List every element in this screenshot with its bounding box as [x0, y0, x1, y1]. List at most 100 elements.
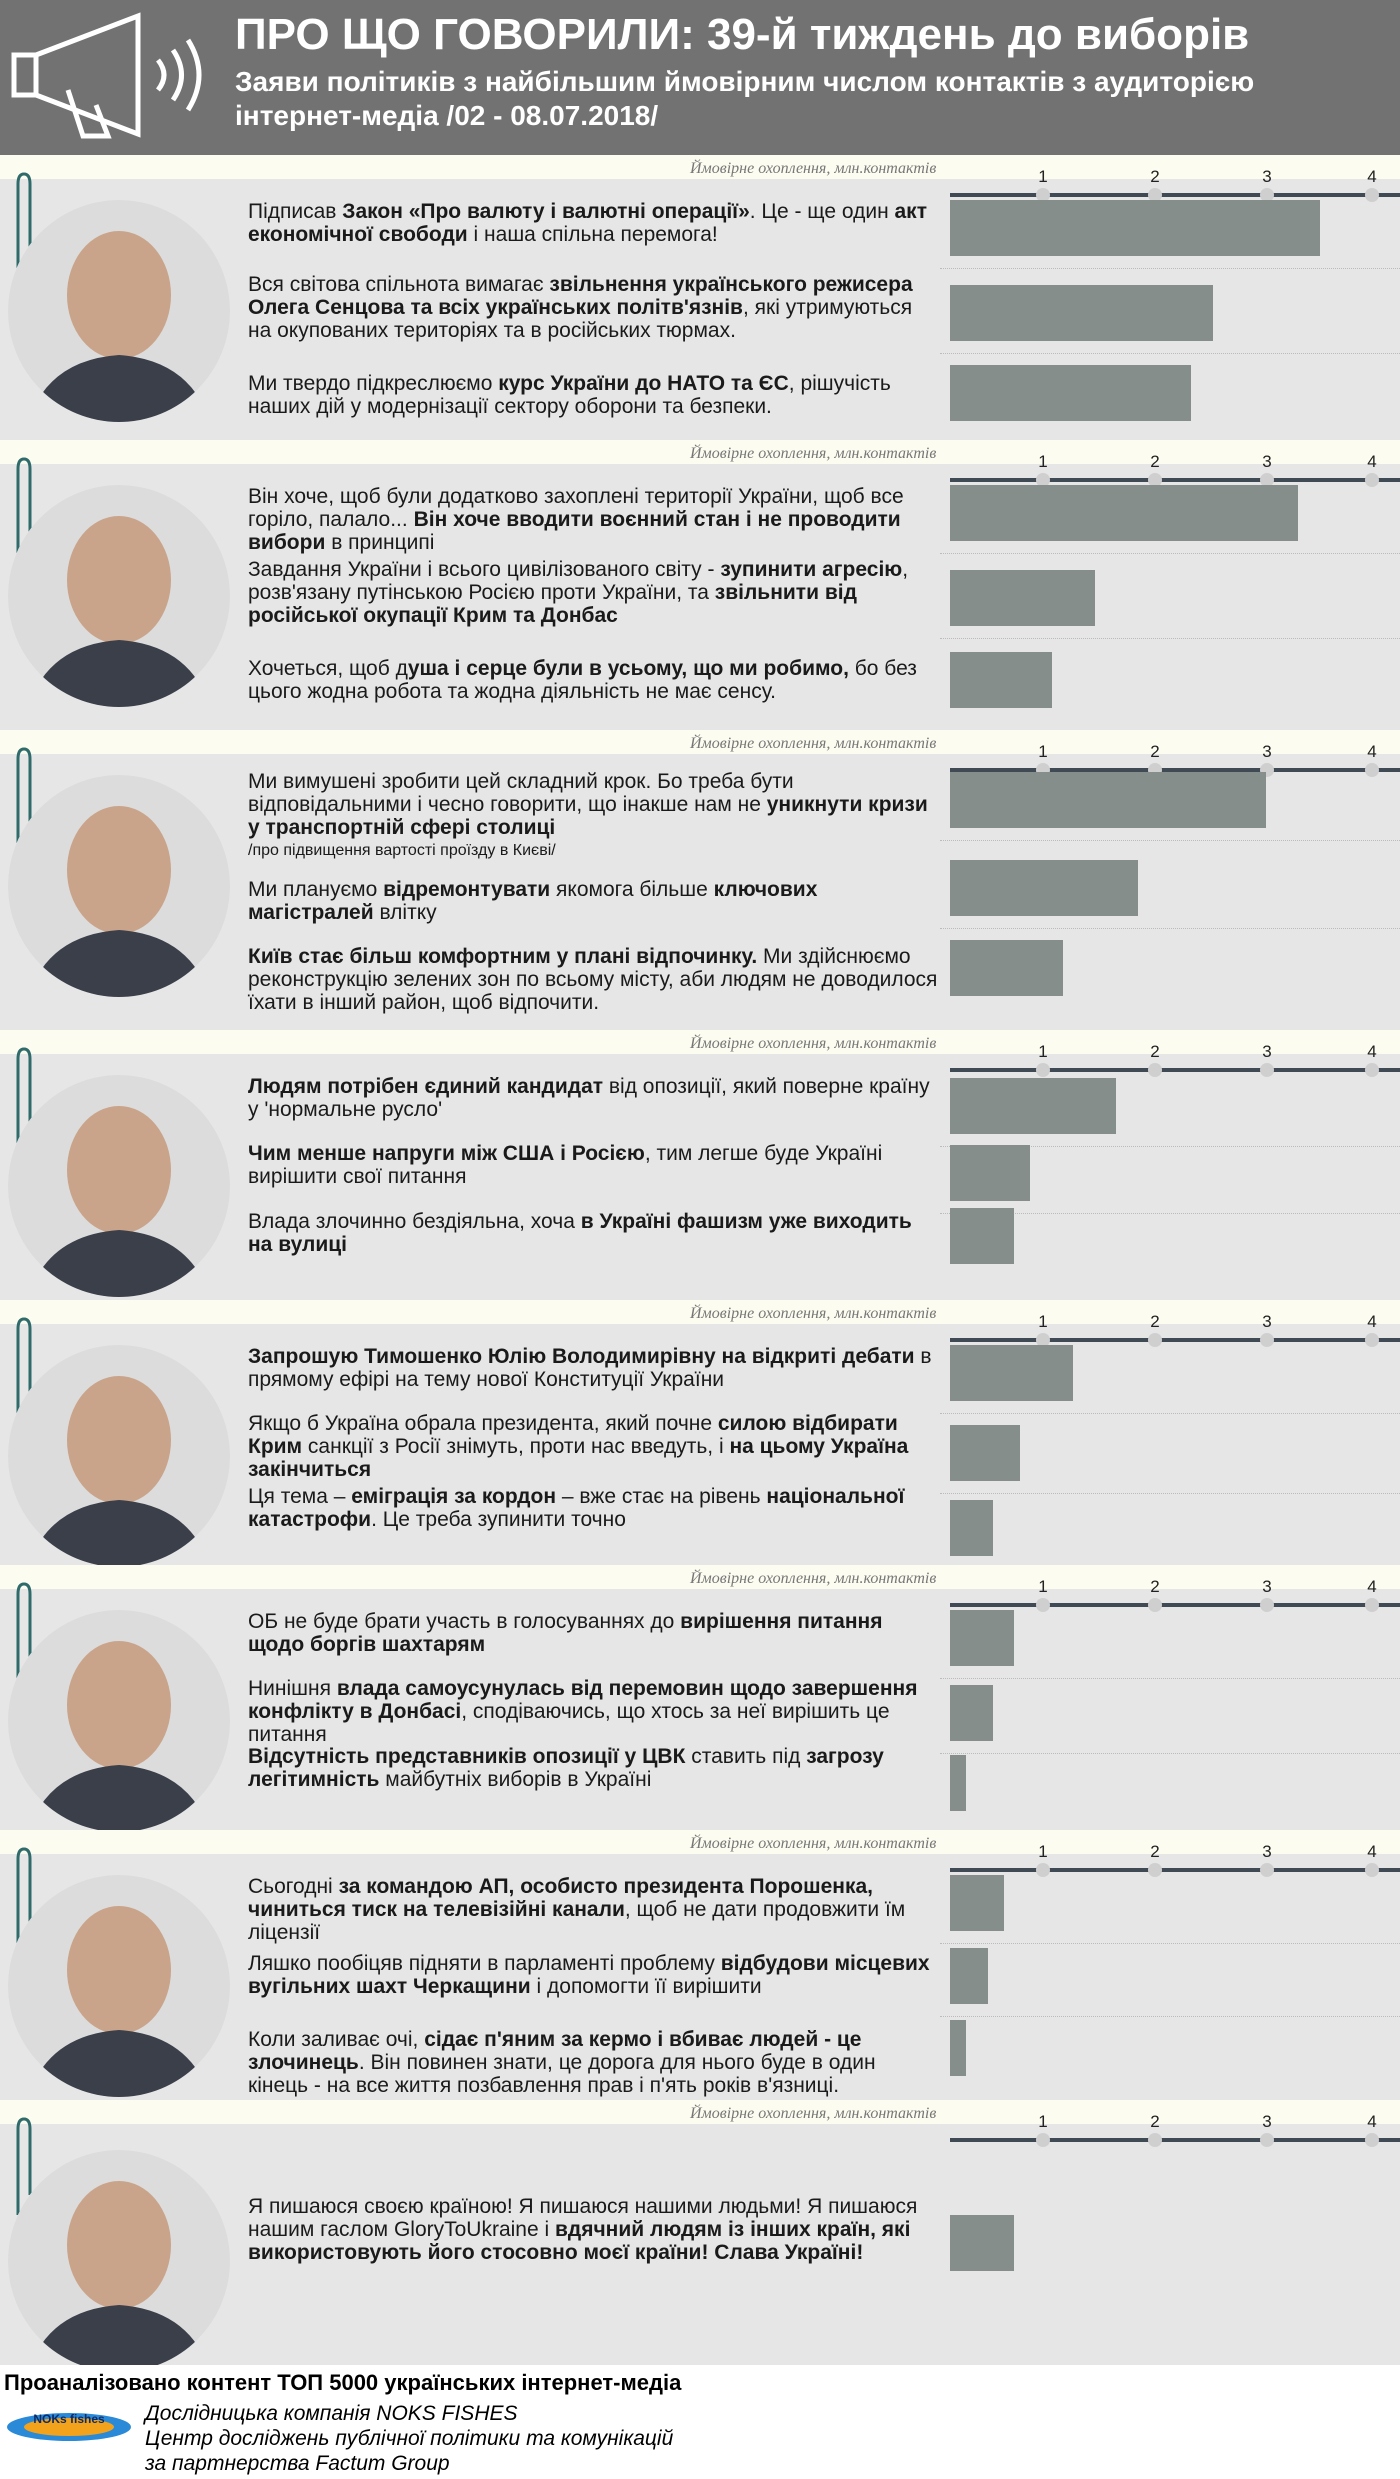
portrait-5: [8, 1345, 230, 1567]
tick-label: 2: [1150, 2112, 1160, 2131]
tick-marker: [1365, 188, 1379, 202]
row-divider: [940, 1213, 1400, 1214]
reach-bar: [950, 1875, 1004, 1931]
tick-marker: [1148, 188, 1162, 202]
row-divider: [940, 353, 1400, 354]
tick-label: 4: [1367, 742, 1377, 761]
section-background: [0, 1300, 1400, 1565]
tick-marker: [1365, 2133, 1379, 2147]
paperclip-icon: [16, 1317, 32, 1415]
footer-line-1: Дослідницька компанія NOKS FISHES: [145, 2402, 518, 2425]
quote-text: Чим менше напруги між США і Росією, тим …: [248, 1142, 883, 1188]
tick-label: 4: [1367, 1312, 1377, 1331]
tick-label: 4: [1367, 1577, 1377, 1596]
tick-label: 1: [1038, 167, 1048, 186]
reach-bar: [950, 1610, 1015, 1666]
tick-label: 4: [1367, 1842, 1377, 1861]
reach-bar: [950, 285, 1213, 341]
tick-marker: [1260, 1333, 1274, 1347]
reach-bar: [950, 772, 1267, 828]
axis-caption: Ймовірне охоплення, млн.контактів: [690, 2105, 937, 2122]
reach-bar: [950, 1078, 1117, 1134]
tick-label: 1: [1038, 1042, 1048, 1061]
axis-line: [950, 1603, 1400, 1607]
axis-strip: [0, 155, 1400, 179]
tick-label: 3: [1262, 452, 1272, 471]
quote-text: Влада злочинно бездіяльна, хоча в Україн…: [248, 1210, 912, 1256]
row-divider: [940, 553, 1400, 554]
quote-text: Ми вимушені зробити цей складний крок. Б…: [248, 770, 938, 862]
axis-strip: [0, 2100, 1400, 2124]
axis-caption: Ймовірне охоплення, млн.контактів: [690, 1835, 937, 1852]
tick-marker: [1036, 2133, 1050, 2147]
tick-label: 2: [1150, 167, 1160, 186]
portrait-7: [8, 1875, 230, 2097]
tick-label: 4: [1367, 1042, 1377, 1061]
tick-label: 1: [1038, 1577, 1048, 1596]
tick-marker: [1036, 1863, 1050, 1877]
row-divider: [940, 928, 1400, 929]
quote-text: Запрошую Тимошенко Юлію Володимирівну на…: [248, 1345, 932, 1391]
row-divider: [940, 1146, 1400, 1147]
reach-bar: [950, 1948, 988, 2004]
quote-text: Завдання України і всього цивілізованого…: [248, 558, 909, 627]
tick-label: 4: [1367, 167, 1377, 186]
tick-label: 3: [1262, 1042, 1272, 1061]
quote-text: Відсутність представників опозиції у ЦВК…: [248, 1745, 884, 1791]
tick-label: 4: [1367, 452, 1377, 471]
tick-marker: [1148, 1333, 1162, 1347]
tick-marker: [1365, 1863, 1379, 1877]
quote-text: Сьогодні за командою АП, особисто презид…: [248, 1875, 906, 1944]
axis-caption: Ймовірне охоплення, млн.контактів: [690, 1570, 937, 1587]
reach-bar: [950, 200, 1320, 256]
reach-bar: [950, 860, 1138, 916]
tick-marker: [1365, 1598, 1379, 1612]
quote-text: Я пишаюся своєю країною! Я пишаюся нашим…: [248, 2195, 918, 2264]
axis-line: [950, 1868, 1400, 1872]
row-divider: [940, 840, 1400, 841]
axis-strip: [0, 1030, 1400, 1054]
reach-bar: [950, 1208, 1015, 1264]
row-divider: [940, 638, 1400, 639]
page-subtitle: Заяви політиків з найбільшим ймовірним ч…: [235, 66, 1255, 131]
quote-note: /про підвищення вартості проїзду в Києві…: [248, 842, 556, 859]
paperclip-icon: [16, 1047, 32, 1145]
tick-label: 2: [1150, 1842, 1160, 1861]
paperclip-icon: [16, 457, 32, 555]
tick-marker: [1365, 1063, 1379, 1077]
tick-label: 3: [1262, 742, 1272, 761]
tick-marker: [1148, 1063, 1162, 1077]
axis-line: [950, 768, 1400, 772]
reach-bar: [950, 940, 1063, 996]
paperclip-icon: [16, 1582, 32, 1680]
footer: Проаналізовано контент ТОП 5000 українсь…: [0, 2365, 1400, 2479]
reach-bar: [950, 652, 1052, 708]
footer-line-3: за партнерства Factum Group: [145, 2452, 450, 2475]
tick-marker: [1260, 1063, 1274, 1077]
politician-section: Ймовірне охоплення, млн.контактів 1 2 3 4 ОБ …: [0, 1565, 1400, 1832]
axis-strip: [0, 440, 1400, 464]
logo-text: NOKs fishes: [33, 2412, 105, 2426]
portrait-6: [8, 1610, 230, 1832]
reach-bar: [950, 2215, 1015, 2271]
quote-text: Він хоче, щоб були додатково захоплені т…: [248, 485, 904, 554]
footer-line-2: Центр досліджень публічної політики та к…: [145, 2427, 674, 2450]
footer-title: Проаналізовано контент ТОП 5000 українсь…: [4, 2370, 682, 2395]
quote-text: Ляшко пообіцяв підняти в парламенті проб…: [248, 1952, 930, 1998]
axis-line: [950, 2138, 1400, 2142]
tick-marker: [1036, 1063, 1050, 1077]
tick-marker: [1260, 1598, 1274, 1612]
politician-section: Ймовірне охоплення, млн.контактів 1 2 3 4 Він…: [0, 440, 1400, 730]
megaphone-icon: [11, 12, 202, 139]
quote-text: Коли заливає очі, сідає п'яним за кермо …: [248, 2028, 876, 2097]
tick-label: 2: [1150, 1577, 1160, 1596]
row-divider: [940, 1943, 1400, 1944]
tick-marker: [1260, 188, 1274, 202]
axis-line: [950, 1338, 1400, 1342]
tick-label: 2: [1150, 742, 1160, 761]
reach-bar: [950, 485, 1299, 541]
politician-section: Ймовірне охоплення, млн.контактів 1 2 3 4 Ми …: [0, 730, 1400, 1030]
tick-label: 3: [1262, 1312, 1272, 1331]
tick-label: 3: [1262, 1842, 1272, 1861]
reach-bar: [950, 1145, 1031, 1201]
